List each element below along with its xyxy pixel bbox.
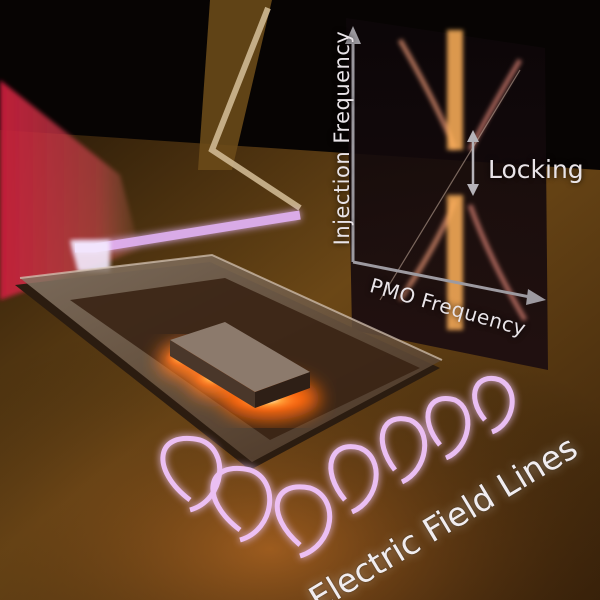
chip-edge: [19, 253, 443, 361]
injection-frequency-label: Injection Frequency: [330, 30, 354, 246]
rail-highlight: [208, 6, 302, 211]
field-lines: [160, 376, 515, 559]
resonator-front: [255, 372, 310, 408]
locking-label: Locking: [488, 155, 584, 184]
resonator-side: [170, 340, 255, 408]
waveguide-coupler: [70, 240, 110, 272]
diagonal-guide: [379, 69, 521, 301]
resonator-top: [170, 322, 310, 392]
x-axis-arrow: [352, 260, 546, 305]
y-axis-arrow: [345, 26, 361, 262]
locking-arrow: [467, 130, 479, 196]
